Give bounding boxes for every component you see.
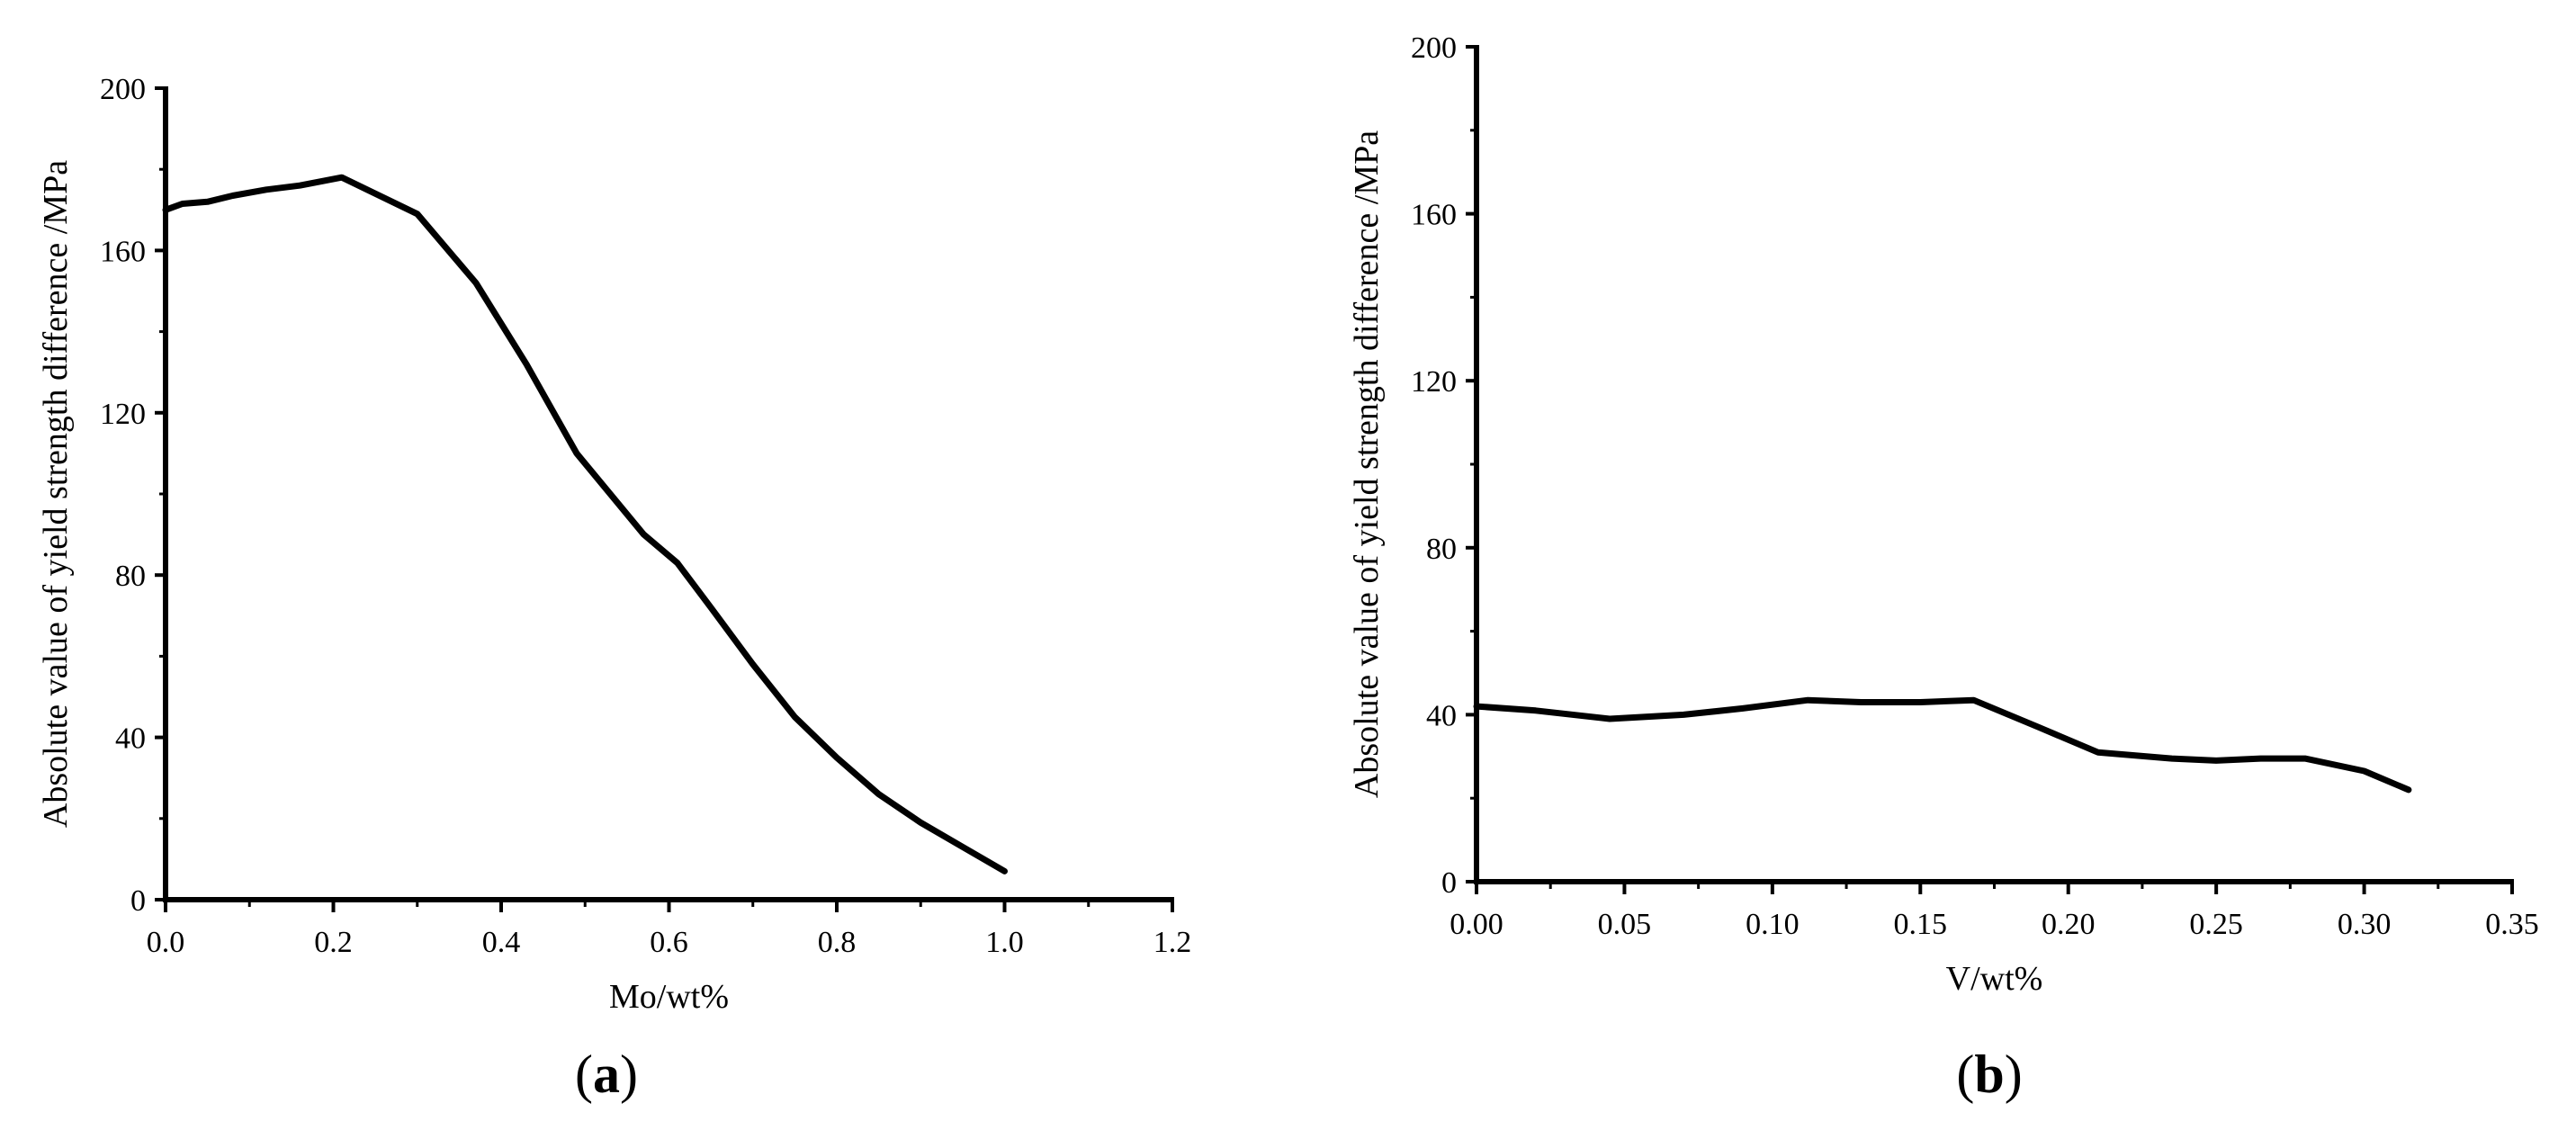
chart-a-svg: 0.0 0.2 0.4 0.6 0.8 1.0 1.2 0 40 80 120 160 200 Mo/wt…: [37, 73, 1192, 1016]
chart-b-y-tick-label: 120: [1411, 365, 1457, 399]
chart-b-x-tick-label: 0.00: [1450, 908, 1503, 941]
chart-a-x-tick-label: 0.4: [482, 926, 521, 959]
chart-a-x-tick-label: 0.2: [314, 926, 353, 959]
chart-a-y-tick-label: 120: [100, 398, 146, 431]
chart-panel-a: 0.0 0.2 0.4 0.6 0.8 1.0 1.2 0 40 80 120 160 200 Mo/wt…: [37, 73, 1192, 1104]
chart-a-y-tick-label: 0: [130, 884, 146, 918]
chart-b-y-tick-label: 40: [1426, 699, 1457, 732]
chart-a-x-tick-label: 0.0: [147, 926, 185, 959]
chart-a-y-tick-label: 40: [115, 722, 146, 756]
chart-b-x-tick-label: 0.20: [2042, 908, 2096, 941]
chart-b-y-tick-label: 80: [1426, 533, 1457, 566]
chart-a-y-tick-label: 80: [115, 560, 146, 593]
chart-a-y-tick-label: 160: [100, 235, 146, 268]
chart-b-y-tick-label: 200: [1411, 31, 1457, 65]
chart-b-x-axis-title: V/wt%: [1946, 960, 2043, 998]
chart-b-x-tick-label: 0.05: [1598, 908, 1652, 941]
chart-a-x-tick-label: 0.8: [818, 926, 857, 959]
chart-b-x-tick-label: 0.15: [1894, 908, 1948, 941]
chart-b-x-tick-label: 0.10: [1746, 908, 1800, 941]
panel-label-b: (b): [1956, 1045, 2023, 1104]
chart-b-series-line: [1473, 696, 2412, 794]
chart-a-y-axis-title: Absolute value of yield strength differe…: [37, 160, 75, 828]
panel-label-a: (a): [575, 1045, 638, 1104]
chart-a-x-axis-title: Mo/wt%: [609, 978, 729, 1016]
chart-a-x-tick-label: 1.0: [985, 926, 1024, 959]
chart-b-y-tick-label: 0: [1441, 866, 1457, 900]
chart-b-y-tick-label: 160: [1411, 199, 1457, 232]
chart-a-y-tick-label: 200: [100, 73, 146, 106]
chart-b-y-axis-title: Absolute value of yield strength differe…: [1348, 130, 1386, 798]
chart-a-series-line: [162, 174, 1008, 874]
chart-b-x-tick-label: 0.25: [2189, 908, 2243, 941]
chart-b-svg: 0.00 0.05 0.10 0.15 0.20 0.25 0.30 0.35 0 40 80 120…: [1348, 31, 2539, 998]
chart-b-x-tick-label: 0.35: [2485, 908, 2539, 941]
chart-a-x-tick-label: 1.2: [1153, 926, 1192, 959]
chart-a-x-tick-label: 0.6: [650, 926, 688, 959]
chart-panel-b: 0.00 0.05 0.10 0.15 0.20 0.25 0.30 0.35 0 40 80 120…: [1288, 0, 2576, 1148]
chart-b-x-tick-label: 0.30: [2338, 908, 2392, 941]
